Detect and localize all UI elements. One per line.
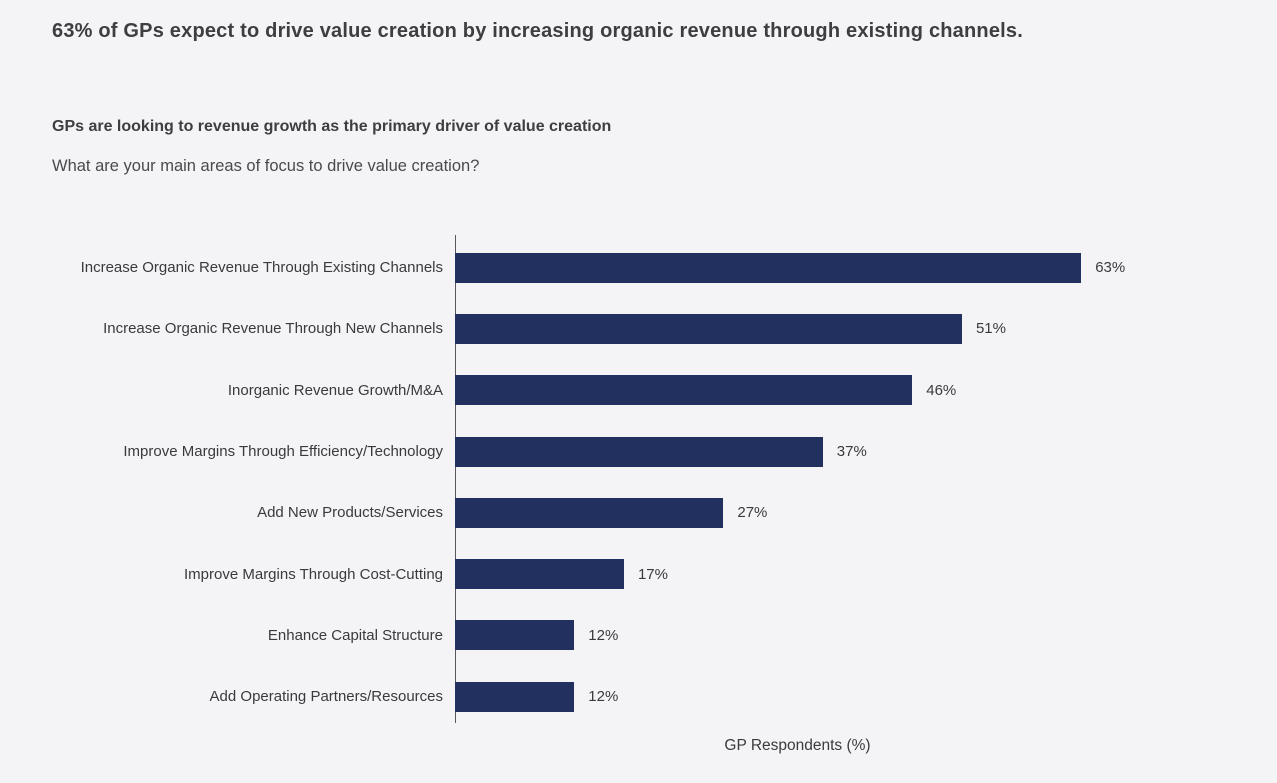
- bar: [455, 375, 913, 406]
- category-label: Improve Margins Through Cost-Cutting: [184, 565, 443, 583]
- bar-zone: 37%: [455, 421, 1140, 482]
- bar-zone: 12%: [455, 605, 1140, 666]
- bar-zone: 27%: [455, 482, 1140, 543]
- bar: [455, 313, 962, 344]
- category-label: Enhance Capital Structure: [267, 626, 443, 644]
- bar-zone: 63%: [455, 237, 1140, 298]
- chart-rows: Increase Organic Revenue Through Existin…: [52, 237, 1140, 727]
- chart-row: Increase Organic Revenue Through Existin…: [52, 237, 1140, 298]
- bar: [455, 497, 724, 528]
- page-title: 63% of GPs expect to drive value creatio…: [52, 20, 1023, 42]
- chart-row: Enhance Capital Structure 12%: [52, 605, 1140, 666]
- category-label: Improve Margins Through Efficiency/Techn…: [123, 443, 443, 461]
- bar: [455, 620, 575, 651]
- category-label: Add New Products/Services: [257, 504, 443, 522]
- bar-value-label: 27%: [737, 504, 768, 522]
- bar-zone: 12%: [455, 666, 1140, 727]
- bar-value-label: 63%: [1095, 259, 1126, 277]
- bar-value-label: 17%: [637, 565, 668, 583]
- chart-row: Add New Products/Services 27%: [52, 482, 1140, 543]
- y-axis-line: [455, 235, 456, 723]
- bar: [455, 436, 823, 467]
- x-axis-label: GP Respondents (%): [724, 737, 871, 754]
- survey-question: What are your main areas of focus to dri…: [52, 157, 480, 175]
- category-label: Increase Organic Revenue Through New Cha…: [103, 320, 443, 338]
- bar-chart: Increase Organic Revenue Through Existin…: [52, 235, 1140, 727]
- chart-row: Increase Organic Revenue Through New Cha…: [52, 298, 1140, 359]
- chart-row: Add Operating Partners/Resources 12%: [52, 666, 1140, 727]
- bar-value-label: 37%: [836, 443, 867, 461]
- chart-row: Improve Margins Through Cost-Cutting 17%: [52, 543, 1140, 604]
- bar: [455, 252, 1082, 283]
- bar-value-label: 12%: [588, 626, 619, 644]
- bar-zone: 17%: [455, 543, 1140, 604]
- bar: [455, 681, 575, 712]
- category-label: Increase Organic Revenue Through Existin…: [80, 259, 443, 277]
- bar: [455, 559, 624, 590]
- chart-heading: GPs are looking to revenue growth as the…: [52, 118, 612, 135]
- bar-value-label: 46%: [926, 381, 957, 399]
- bar-zone: 46%: [455, 360, 1140, 421]
- category-label: Add Operating Partners/Resources: [209, 688, 443, 706]
- bar-value-label: 51%: [975, 320, 1006, 338]
- chart-row: Improve Margins Through Efficiency/Techn…: [52, 421, 1140, 482]
- category-label: Inorganic Revenue Growth/M&A: [227, 381, 443, 399]
- chart-row: Inorganic Revenue Growth/M&A 46%: [52, 360, 1140, 421]
- bar-value-label: 12%: [588, 688, 619, 706]
- bar-zone: 51%: [455, 298, 1140, 359]
